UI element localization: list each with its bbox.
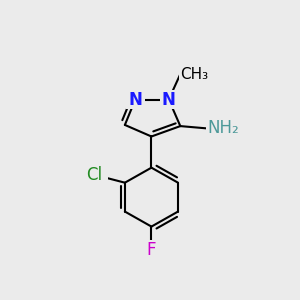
FancyBboxPatch shape [142,240,161,259]
Text: N: N [162,91,176,109]
FancyBboxPatch shape [126,90,145,109]
Text: CH₃: CH₃ [180,67,208,82]
Text: F: F [147,241,156,259]
FancyBboxPatch shape [179,65,212,83]
FancyBboxPatch shape [80,165,108,184]
FancyBboxPatch shape [206,117,243,140]
Text: Cl: Cl [85,166,102,184]
Text: NH₂: NH₂ [207,119,238,137]
Text: N: N [128,91,142,109]
FancyBboxPatch shape [160,90,178,109]
